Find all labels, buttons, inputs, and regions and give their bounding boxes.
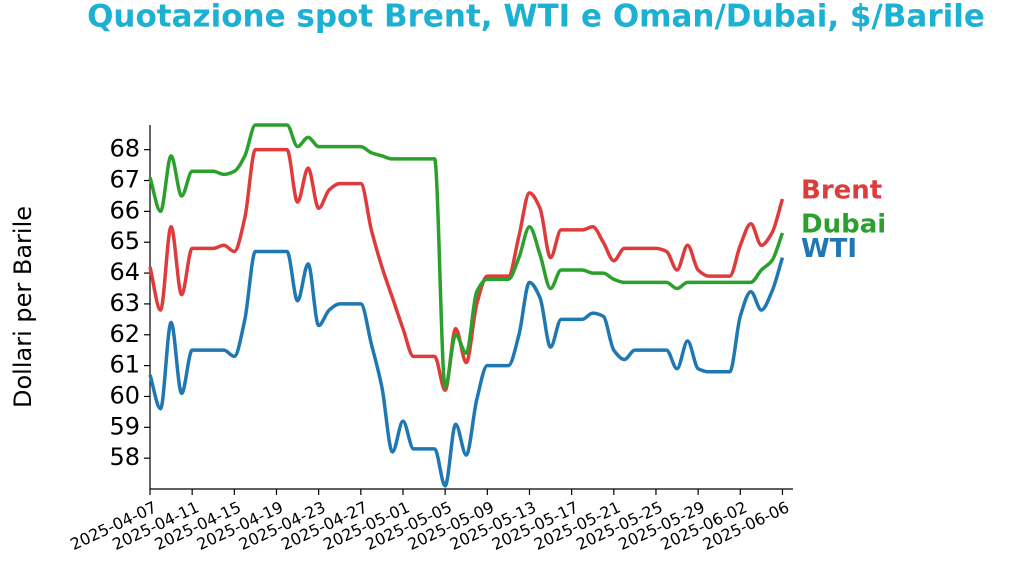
y-tick-label: 62 xyxy=(109,320,140,348)
series-label: WTI xyxy=(801,234,857,264)
y-tick-label: 63 xyxy=(109,289,140,317)
y-tick-label: 68 xyxy=(109,135,140,163)
y-tick-label: 65 xyxy=(109,227,140,255)
series-label: Dubai xyxy=(801,209,886,239)
y-tick-label: 66 xyxy=(109,196,140,224)
y-tick-label: 67 xyxy=(109,166,140,194)
y-tick-label: 60 xyxy=(109,381,140,409)
y-tick-label: 59 xyxy=(109,412,140,440)
chart-title: Quotazione spot Brent, WTI e Oman/Dubai,… xyxy=(87,0,985,35)
series-line xyxy=(148,249,785,488)
series-line xyxy=(148,123,785,389)
y-tick-label: 64 xyxy=(109,258,140,286)
y-axis-label: Dollari per Barile xyxy=(9,206,37,408)
y-tick-label: 61 xyxy=(109,351,140,379)
series-label: Brent xyxy=(801,176,882,206)
y-tick-label: 58 xyxy=(109,443,140,471)
series-line xyxy=(148,147,785,393)
